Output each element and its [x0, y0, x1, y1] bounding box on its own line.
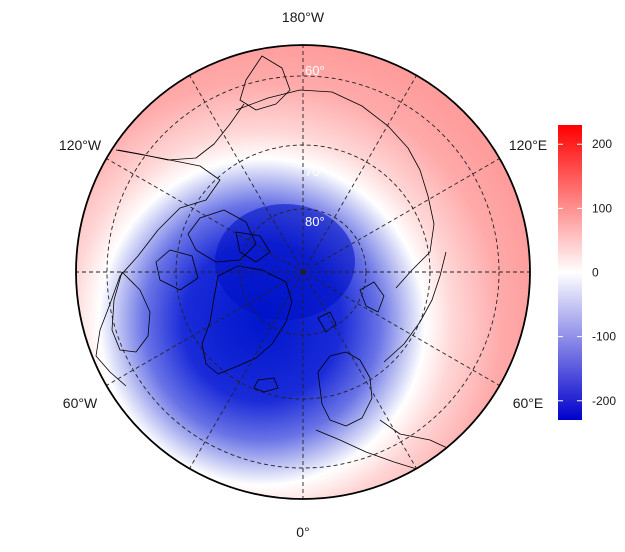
- scandinavia-outline: [317, 351, 373, 427]
- meridian-330: [189, 271, 304, 469]
- lon-label-180w: 180°W: [282, 9, 325, 25]
- lat-label-70: 70°: [305, 164, 325, 179]
- greenland-outline: [201, 265, 293, 375]
- meridian-150: [302, 75, 417, 273]
- lon-label-60e: 60°E: [513, 395, 544, 411]
- colorbar-tick-label: 100: [592, 201, 612, 215]
- colorbar-tick-label: 0: [592, 266, 599, 280]
- lat-label-60: 60°: [305, 63, 325, 78]
- lat-circle-80: [239, 208, 367, 336]
- russia-north-coast: [383, 251, 447, 363]
- meridian-lines: [76, 45, 530, 499]
- colorbar-tick-label: 200: [592, 137, 612, 151]
- field-core: [215, 204, 355, 320]
- lon-label-120e: 120°E: [509, 137, 547, 153]
- iceland-outline: [253, 377, 279, 393]
- meridian-240: [106, 158, 304, 273]
- colorbar-tick-label: -200: [592, 394, 616, 408]
- colorbar: -200 -100 0 100 200: [558, 125, 616, 420]
- coastlines: [95, 55, 481, 489]
- siberia-outline: [235, 89, 435, 289]
- colorbar-ticks: -200 -100 0 100 200: [558, 137, 616, 408]
- novaya-zemlya-outline: [359, 281, 385, 313]
- meridian-300: [106, 271, 304, 386]
- lon-label-0: 0°: [296, 524, 309, 540]
- chukotka-outline: [239, 55, 291, 111]
- map-boundary: [75, 44, 531, 500]
- lat-circle-70: [175, 144, 431, 400]
- meridian-60: [302, 271, 500, 386]
- meridian-120: [302, 158, 500, 273]
- map-disk: [76, 45, 530, 499]
- alaska-outline: [117, 103, 245, 161]
- canadian-archipelago-outline: [155, 209, 271, 291]
- svalbard-outline: [317, 311, 337, 333]
- lon-label-120w: 120°W: [59, 137, 102, 153]
- colorbar-tick-label: -100: [592, 330, 616, 344]
- lat-label-80: 80°: [305, 214, 325, 229]
- meridian-30: [302, 271, 417, 469]
- lon-label-60w: 60°W: [63, 395, 98, 411]
- hudson-bay-outline: [111, 271, 151, 353]
- lat-circle-60: [106, 75, 500, 469]
- meridian-210: [189, 75, 304, 273]
- graticule: [76, 45, 530, 499]
- north-america-outline: [95, 149, 221, 387]
